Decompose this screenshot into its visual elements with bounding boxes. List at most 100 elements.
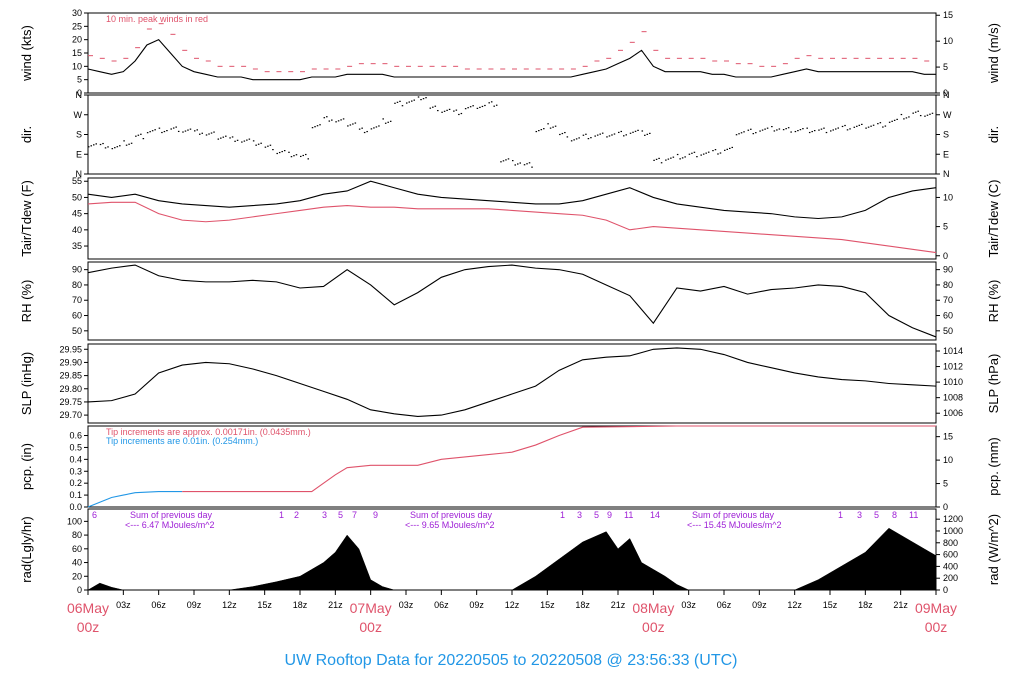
left-tick-label: 80 bbox=[72, 530, 82, 540]
radiation-marker: 5 bbox=[874, 510, 879, 520]
series-line bbox=[87, 180, 937, 220]
y-axis-label-left: Tair/Tdew (F) bbox=[19, 180, 34, 257]
series-line bbox=[87, 264, 937, 338]
y-axis-label-right: rad (W/m^2) bbox=[986, 514, 1001, 585]
panel-temperature: 35 40 45 50 55 0 5 10 Tair/Tdew (F) Tair/Tdew (C) bbox=[19, 176, 1001, 261]
radiation-marker: 3 bbox=[857, 510, 862, 520]
x-tick-label: 18z bbox=[858, 600, 873, 610]
panel-radiation: 020406080100020040060080010001200rad(Lgl… bbox=[19, 508, 1001, 595]
x-day-label: 06May bbox=[67, 600, 109, 616]
panel-wind: 0 5 10 15 20 25 30 0 5 10 15 wind (kts) wind (m/s) 10… bbox=[19, 8, 1001, 98]
x-tick-label: 15z bbox=[540, 600, 555, 610]
left-tick-label: 29.95 bbox=[59, 344, 82, 354]
right-tick-label: 1014 bbox=[943, 346, 963, 356]
right-tick-label: 80 bbox=[943, 280, 953, 290]
x-day-label: 09May bbox=[915, 600, 957, 616]
radiation-area bbox=[87, 527, 937, 591]
x-day-sub-label: 00z bbox=[359, 619, 382, 635]
x-tick-label: 21z bbox=[611, 600, 626, 610]
x-tick-label: 03z bbox=[681, 600, 696, 610]
right-tick-label: 70 bbox=[943, 295, 953, 305]
radiation-marker: 14 bbox=[650, 510, 660, 520]
radiation-marker: 1 bbox=[279, 510, 284, 520]
x-tick-label: 03z bbox=[116, 600, 131, 610]
y-axis-label-right: wind (m/s) bbox=[986, 23, 1001, 84]
right-tick-label: 400 bbox=[943, 561, 958, 571]
x-day-sub-label: 00z bbox=[77, 619, 100, 635]
left-tick-label: 40 bbox=[72, 558, 82, 568]
y-axis-label-right: pcp. (mm) bbox=[986, 437, 1001, 496]
left-tick-label: 55 bbox=[72, 176, 82, 186]
left-tick-label: 15 bbox=[72, 48, 82, 58]
right-tick-label: 200 bbox=[943, 573, 958, 583]
left-tick-label: 29.85 bbox=[59, 371, 82, 381]
left-tick-label: 50 bbox=[72, 326, 82, 336]
panel-frame bbox=[87, 343, 937, 424]
daily-sum-value: <--- 15.45 MJoules/m^2 bbox=[687, 520, 782, 530]
y-axis-label-left: wind (kts) bbox=[19, 25, 34, 82]
radiation-marker: 1 bbox=[838, 510, 843, 520]
x-tick-label: 09z bbox=[752, 600, 767, 610]
x-tick-label: 06z bbox=[434, 600, 449, 610]
y-axis-label-left: dir. bbox=[19, 126, 34, 143]
left-tick-label: 0.6 bbox=[69, 431, 82, 441]
right-tick-label: 15 bbox=[943, 432, 953, 442]
radiation-marker: 2 bbox=[294, 510, 299, 520]
precip-annotation-pink: Tip increments are approx. 0.00171in. (0… bbox=[106, 427, 311, 437]
left-tick-label: 50 bbox=[72, 192, 82, 202]
x-tick-label: 06z bbox=[717, 600, 732, 610]
y-axis-label-left: SLP (inHg) bbox=[19, 352, 34, 415]
right-tick-label: N bbox=[943, 90, 950, 100]
right-tick-label: 90 bbox=[943, 265, 953, 275]
left-tick-label: N bbox=[76, 169, 83, 179]
y-axis-label-right: RH (%) bbox=[986, 280, 1001, 323]
right-tick-label: 15 bbox=[943, 10, 953, 20]
right-tick-label: 0 bbox=[943, 502, 948, 512]
left-tick-label: 29.90 bbox=[59, 357, 82, 367]
y-axis-label-right: Tair/Tdew (C) bbox=[986, 179, 1001, 257]
panel-frame bbox=[87, 177, 937, 260]
left-tick-label: 60 bbox=[72, 544, 82, 554]
series-line bbox=[87, 38, 936, 81]
left-tick-label: 29.70 bbox=[59, 410, 82, 420]
y-axis-label-right: dir. bbox=[986, 126, 1001, 143]
radiation-marker: 3 bbox=[577, 510, 582, 520]
radiation-marker: 11 bbox=[909, 510, 918, 520]
chart-title: UW Rooftop Data for 20220505 to 20220508… bbox=[285, 652, 738, 669]
left-tick-label: 0 bbox=[77, 88, 82, 98]
right-tick-label: N bbox=[943, 169, 950, 179]
left-tick-label: 0.0 bbox=[69, 502, 82, 512]
left-tick-label: 29.75 bbox=[59, 397, 82, 407]
x-tick-label: 15z bbox=[823, 600, 838, 610]
left-tick-label: 25 bbox=[72, 21, 82, 31]
x-day-label: 08May bbox=[632, 600, 674, 616]
left-tick-label: 0.2 bbox=[69, 478, 82, 488]
x-tick-label: 12z bbox=[222, 600, 237, 610]
left-tick-label: 40 bbox=[72, 225, 82, 235]
left-tick-label: 90 bbox=[72, 265, 82, 275]
precip-annotation-blue: Tip increments are 0.01in. (0.254mm.) bbox=[106, 436, 258, 446]
panel-frame bbox=[87, 12, 937, 94]
right-tick-label: S bbox=[943, 130, 949, 140]
daily-sum-value: <--- 9.65 MJoules/m^2 bbox=[405, 520, 495, 530]
right-tick-label: 0 bbox=[943, 88, 948, 98]
y-axis-label-right: SLP (hPa) bbox=[986, 354, 1001, 414]
radiation-marker: 3 bbox=[322, 510, 327, 520]
right-tick-label: 1200 bbox=[943, 514, 963, 524]
daily-sum-label: Sum of previous day bbox=[692, 510, 775, 520]
y-axis-label-left: pcp. (in) bbox=[19, 443, 34, 490]
left-tick-label: 80 bbox=[72, 280, 82, 290]
left-tick-label: 20 bbox=[72, 35, 82, 45]
x-tick-label: 18z bbox=[293, 600, 308, 610]
right-tick-label: 1006 bbox=[943, 408, 963, 418]
right-tick-label: 600 bbox=[943, 550, 958, 560]
daily-sum-label: Sum of previous day bbox=[130, 510, 213, 520]
x-tick-label: 15z bbox=[257, 600, 272, 610]
right-tick-label: 1010 bbox=[943, 377, 963, 387]
right-tick-label: 5 bbox=[943, 222, 948, 232]
right-tick-label: 50 bbox=[943, 326, 953, 336]
radiation-marker: 8 bbox=[892, 510, 897, 520]
